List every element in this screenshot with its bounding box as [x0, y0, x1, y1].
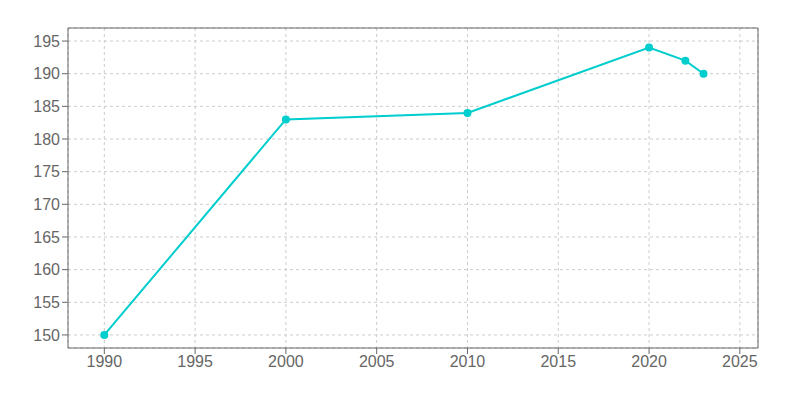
svg-text:2000: 2000 — [268, 353, 304, 370]
svg-text:1995: 1995 — [177, 353, 213, 370]
svg-text:2020: 2020 — [631, 353, 667, 370]
svg-text:175: 175 — [33, 163, 60, 180]
svg-text:165: 165 — [33, 229, 60, 246]
svg-text:160: 160 — [33, 261, 60, 278]
svg-text:2010: 2010 — [450, 353, 486, 370]
svg-text:180: 180 — [33, 131, 60, 148]
svg-text:2005: 2005 — [359, 353, 395, 370]
svg-text:155: 155 — [33, 294, 60, 311]
svg-text:195: 195 — [33, 33, 60, 50]
svg-text:2025: 2025 — [722, 353, 758, 370]
svg-text:2015: 2015 — [540, 353, 576, 370]
svg-text:1990: 1990 — [87, 353, 123, 370]
svg-text:190: 190 — [33, 65, 60, 82]
svg-text:170: 170 — [33, 196, 60, 213]
svg-text:185: 185 — [33, 98, 60, 115]
svg-text:150: 150 — [33, 327, 60, 344]
